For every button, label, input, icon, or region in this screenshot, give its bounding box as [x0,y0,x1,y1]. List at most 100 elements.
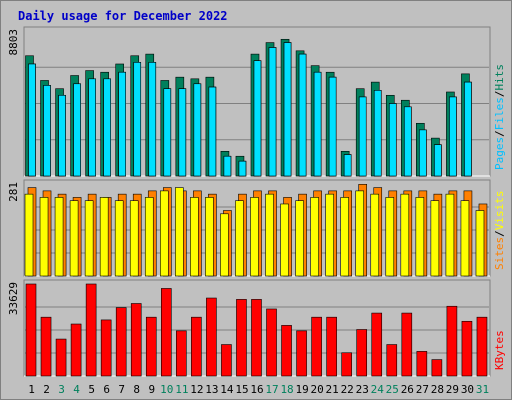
bar-visits-day-17 [265,193,274,277]
bar-visits-day-20 [310,197,319,277]
legend-item-sites: Sites [493,237,506,270]
bar-kbytes-day-24 [371,312,383,377]
bar-kbytes-day-8 [130,303,142,377]
bar-visits-day-10 [159,190,169,277]
bar-visits-day-29 [445,193,455,277]
x-tick-label-day-12: 12 [190,383,203,396]
bar-pages-day-9 [148,62,157,177]
x-tick-label-day-21: 21 [326,383,339,396]
bar-kbytes-day-12 [191,316,202,377]
bar-visits-day-8 [129,200,139,277]
bar-kbytes-day-2 [40,316,52,377]
bar-pages-day-16 [253,60,262,177]
legend-separator: / [493,230,506,237]
bar-pages-day-7 [118,71,126,177]
bar-visits-day-22 [340,197,349,277]
bar-kbytes-day-11 [176,330,187,377]
bar-kbytes-day-23 [356,329,368,377]
bar-kbytes-day-20 [311,316,322,377]
bar-visits-day-24 [370,193,380,277]
bar-kbytes-day-21 [326,316,337,377]
y-max-label-visits-sites: 281 [7,182,20,202]
bar-visits-day-18 [280,203,289,277]
bar-visits-day-28 [430,200,440,277]
bar-pages-day-30 [464,81,472,177]
bar-visits-day-2 [39,197,49,277]
x-tick-label-day-8: 8 [133,383,140,396]
legend-item-files: Files [493,97,506,130]
x-tick-label-day-22: 22 [341,383,354,396]
bar-visits-day-5 [84,200,94,277]
bar-pages-day-21 [328,76,337,177]
y-max-label-hits-files-pages: 8803 [7,29,20,56]
legend-separator: / [493,130,506,137]
bar-pages-day-12 [193,83,202,177]
bar-pages-day-15 [238,160,247,177]
bar-kbytes-day-22 [341,352,352,377]
x-tick-label-day-13: 13 [205,383,218,396]
bar-visits-day-26 [400,193,410,277]
x-tick-label-day-1: 1 [28,383,35,396]
bar-visits-day-6 [99,197,109,277]
bar-pages-day-24 [373,90,382,177]
x-tick-label-day-19: 19 [295,383,308,396]
bar-pages-day-23 [358,96,367,177]
bar-kbytes-day-14 [221,344,232,377]
bar-visits-day-25 [385,197,395,277]
bar-kbytes-day-1 [25,283,37,377]
x-tick-label-day-18: 18 [280,383,293,396]
bar-kbytes-day-10 [160,288,172,377]
bar-pages-day-19 [298,53,307,177]
bar-kbytes-day-18 [281,325,292,377]
x-tick-label-day-15: 15 [235,383,248,396]
bar-kbytes-day-13 [206,297,217,377]
bar-kbytes-day-25 [386,344,398,377]
x-tick-label-day-20: 20 [311,383,324,396]
bar-visits-day-31 [475,210,485,277]
bar-kbytes-day-28 [431,359,443,377]
bar-visits-day-3 [54,197,64,277]
bar-pages-day-26 [404,106,412,177]
bar-kbytes-day-26 [401,312,413,377]
bar-visits-day-13 [205,197,214,277]
bar-visits-day-1 [24,193,34,277]
x-tick-label-day-23: 23 [356,383,369,396]
x-tick-label-day-17: 17 [265,383,278,396]
bar-pages-day-29 [449,96,457,177]
bar-pages-day-28 [434,144,442,177]
x-tick-label-day-25: 25 [386,383,399,396]
bar-kbytes-day-17 [266,308,277,377]
bar-visits-day-21 [325,193,334,277]
bar-kbytes-day-4 [70,323,82,377]
x-tick-label-day-28: 28 [431,383,444,396]
x-tick-label-day-2: 2 [43,383,50,396]
x-tick-label-day-11: 11 [175,383,188,396]
bar-visits-day-7 [114,200,124,277]
x-tick-label-day-6: 6 [103,383,110,396]
bar-visits-day-14 [220,213,229,277]
y-max-label-kbytes: 33629 [7,282,20,315]
bar-kbytes-day-16 [251,299,262,377]
legend-item-pages: Pages [493,137,506,170]
bar-kbytes-day-27 [416,351,428,377]
x-tick-label-day-24: 24 [371,383,385,396]
bar-pages-day-27 [419,129,427,177]
legend-kbytes: KBytes [493,330,506,370]
bar-pages-day-11 [178,88,187,177]
bar-visits-day-27 [415,197,425,277]
bar-pages-day-3 [58,94,66,177]
x-tick-label-day-27: 27 [416,383,429,396]
bar-pages-day-17 [268,47,277,177]
x-tick-label-day-29: 29 [446,383,459,396]
bar-pages-day-8 [133,62,142,177]
x-tick-label-day-5: 5 [88,383,95,396]
x-tick-label-day-4: 4 [73,383,80,396]
legend-hits-files-pages: Pages/Files/Hits [493,64,506,170]
bar-kbytes-day-9 [145,316,157,377]
x-tick-label-day-31: 31 [476,383,489,396]
bar-pages-day-25 [388,103,397,177]
legend-item-hits: Hits [493,64,506,91]
x-tick-label-day-9: 9 [148,383,155,396]
bar-pages-day-4 [73,83,81,177]
bar-kbytes-day-5 [85,283,97,377]
